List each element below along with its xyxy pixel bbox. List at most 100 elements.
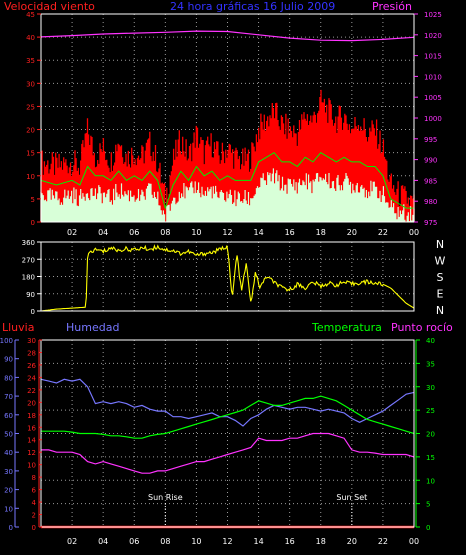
temperature-tick-label: 20 [426,431,435,439]
wind-speed-x-ticks: 02 04 06 08 10 12 14 16 18 20 22 00 [67,228,419,237]
wind-direction-line [40,244,415,312]
wind-speed-y-ticks: 0 5 10 15 20 25 30 35 40 45 [26,11,41,227]
wind-direction-tick-label: 270 [22,256,35,264]
sun-set-label: Sun Set [336,493,367,502]
wind-speed-tick-label: 45 [26,11,35,19]
wind-speed-tick-label: 10 [26,173,35,181]
humidity-tick-label: 90 [4,356,13,364]
climate-x-tick-label: 04 [98,537,108,546]
rain-tick-label: 26 [27,362,36,370]
pressure-tick-label: 990 [424,157,437,165]
wind-direction-tick-label: 180 [22,274,35,282]
rain-tick-label: 6 [32,487,37,495]
climate-x-tick-label: 10 [191,537,201,546]
wind-speed-tick-label: 15 [26,150,35,158]
rain-tick-label: 22 [27,387,36,395]
temperature-tick-label: 30 [426,384,435,392]
wind-speed-x-tick-label: 18 [316,228,326,237]
wind-speed-x-tick-label: 14 [253,228,263,237]
climate-x-tick-label: 20 [347,537,357,546]
humidity-tick-label: 10 [4,505,13,513]
humidity-tick-label: 70 [4,393,13,401]
climate-x-ticks: 02 04 06 08 10 12 14 16 18 20 22 00 [67,537,419,546]
compass-label: S [437,271,444,284]
pressure-tick-label: 975 [424,219,437,227]
wind-speed-tick-label: 5 [31,196,35,204]
compass-label: W [435,255,446,268]
humidity-tick-label: 50 [4,431,13,439]
sun-markers: Sun Rise Sun Set [148,493,367,527]
wind-speed-x-tick-label: 22 [378,228,388,237]
wind-speed-x-tick-label: 16 [285,228,295,237]
humidity-tick-label: 100 [0,337,13,345]
wind-speed-tick-label: 0 [31,219,35,227]
pressure-tick-label: 1005 [424,94,442,102]
rain-tick-label: 24 [27,374,36,382]
temperature-tick-label: 0 [426,524,430,532]
pressure-tick-label: 1015 [424,53,442,61]
wind-speed-x-tick-label: 02 [67,228,77,237]
wind-direction-tick-label: 90 [26,291,35,299]
wind-speed-tick-label: 20 [26,127,35,135]
wind-speed-tick-label: 30 [26,80,35,88]
temperature-tick-label: 10 [426,477,435,485]
average-speed-line [40,152,414,210]
rain-tick-label: 8 [32,474,36,482]
humidity-tick-label: 60 [4,412,13,420]
rain-tick-label: 16 [27,424,36,432]
pressure-tick-label: 1025 [424,11,442,19]
climate-x-tick-label: 16 [285,537,295,546]
pressure-tick-label: 1020 [424,32,442,40]
wind-speed-x-tick-label: 04 [98,228,108,237]
pressure-line [40,30,415,42]
dewpoint-line [41,432,415,474]
climate-x-tick-label: 02 [67,537,77,546]
wind-direction-marks [40,244,415,312]
rain-tick-label: 10 [27,462,36,470]
climate-x-tick-label: 00 [409,537,419,546]
wind-speed-tick-label: 40 [26,34,35,42]
climate-x-tick-label: 22 [378,537,388,546]
pressure-tick-label: 1000 [424,115,442,123]
humidity-tick-label: 80 [4,374,13,382]
rain-tick-label: 14 [27,437,36,445]
wind-speed-label: Velocidad viento [4,0,95,13]
pressure-tick-label: 1010 [424,73,442,81]
climate-x-tick-label: 18 [316,537,326,546]
rain-label: Lluvia [2,321,34,334]
chart-title: 24 hora gráficas 16 Julio 2009 [170,0,335,13]
compass-label: E [437,288,444,301]
pressure-label: Presión [372,0,412,13]
humidity-y-ticks: 0 10 20 30 40 50 60 70 80 90 100 [0,337,19,532]
rain-tick-label: 20 [27,399,36,407]
wind-speed-x-tick-label: 08 [160,228,170,237]
wind-speed-x-tick-label: 12 [222,228,232,237]
wind-speed-x-tick-label: 06 [129,228,139,237]
temperature-y-ticks: 0 5 10 15 20 25 30 35 40 [416,337,435,532]
wind-direction-tick-label: 0 [31,308,35,316]
pressure-y-ticks: 975 980 985 990 995 1000 1005 1010 1015 1020 1025 [414,11,442,227]
humidity-label: Humedad [66,321,119,334]
pressure-tick-label: 995 [424,136,437,144]
humidity-tick-label: 20 [4,487,13,495]
wind-speed-tick-label: 35 [26,57,35,65]
temperature-tick-label: 25 [426,407,435,415]
sun-rise-label: Sun Rise [148,493,183,502]
humidity-tick-label: 30 [4,468,13,476]
rain-tick-label: 18 [27,412,36,420]
wind-speed-x-tick-label: 20 [347,228,357,237]
climate-x-tick-label: 12 [222,537,232,546]
rain-tick-label: 30 [27,337,36,345]
temperature-line [41,395,415,439]
humidity-tick-label: 0 [9,524,13,532]
wind-speed-x-tick-label: 10 [191,228,201,237]
rain-tick-label: 28 [27,349,36,357]
climate-frame [40,339,415,528]
rain-tick-label: 12 [27,449,36,457]
wind-speed-x-tick-label: 00 [409,228,419,237]
rain-tick-label: 0 [32,524,36,532]
